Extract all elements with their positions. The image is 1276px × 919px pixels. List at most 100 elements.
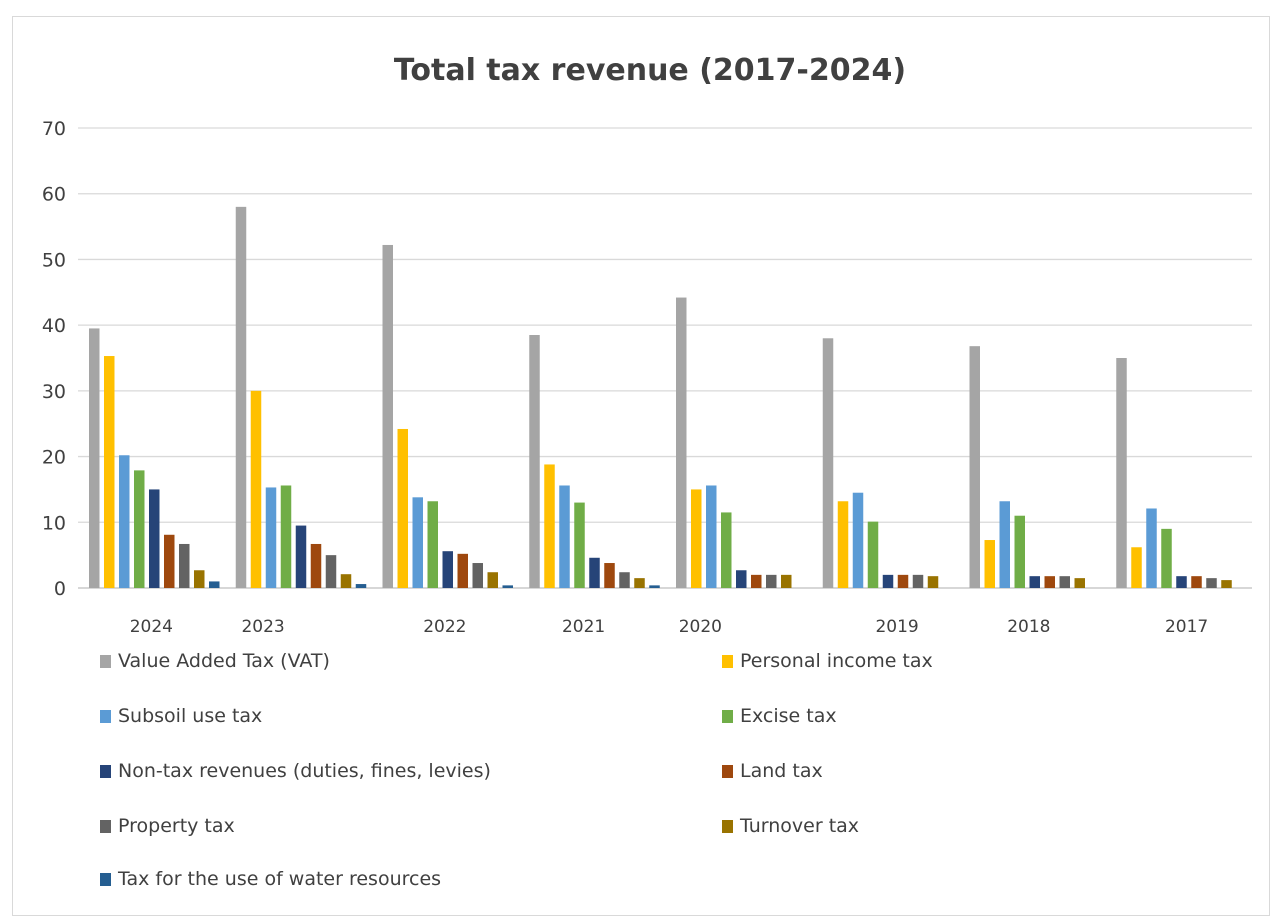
legend-item: Subsoil use tax — [100, 705, 262, 727]
x-axis-ticks: 2024 2023 2022 2021 2020 2019 2018 2017 — [130, 617, 1209, 637]
x-tick-label: 2020 — [679, 617, 722, 637]
bar — [89, 328, 100, 588]
legend-swatch — [100, 872, 111, 886]
legend-label: Value Added Tax (VAT) — [118, 650, 330, 672]
bar — [619, 572, 630, 588]
bar — [766, 574, 777, 588]
bar — [119, 455, 130, 588]
bar — [310, 543, 322, 588]
bar — [487, 572, 498, 588]
bar — [589, 557, 600, 588]
bar — [250, 390, 262, 588]
x-tick-label: 2018 — [1007, 617, 1050, 637]
bar — [134, 470, 145, 588]
bar — [721, 512, 732, 588]
bar — [867, 521, 879, 588]
bar — [209, 581, 220, 588]
bar — [751, 574, 762, 588]
bar — [1206, 578, 1217, 588]
bar — [529, 335, 540, 588]
x-tick-label: 2022 — [423, 617, 466, 637]
bar — [235, 206, 247, 588]
y-tick-label: 10 — [42, 512, 66, 534]
y-axis-ticks: 0 10 20 30 40 50 60 70 — [42, 118, 66, 600]
legend-item: Value Added Tax (VAT) — [100, 650, 330, 672]
bar — [1029, 576, 1040, 588]
x-tick-label: 2021 — [562, 617, 605, 637]
x-tick-label: 2017 — [1165, 617, 1208, 637]
bar — [969, 346, 980, 588]
bar — [691, 489, 702, 588]
bar — [912, 574, 924, 588]
legend-swatch — [100, 819, 111, 833]
bar — [265, 487, 277, 588]
bar — [781, 574, 792, 588]
legend-label: Personal income tax — [740, 650, 933, 672]
bar — [1176, 576, 1187, 588]
legend-item: Land tax — [722, 760, 823, 782]
legend-item: Personal income tax — [722, 650, 933, 672]
y-tick-label: 70 — [42, 118, 66, 140]
bar — [574, 502, 585, 588]
bar — [164, 534, 175, 588]
bar — [559, 485, 570, 588]
legend-swatch — [722, 819, 733, 833]
chart-title: Total tax revenue (2017-2024) — [394, 53, 906, 88]
bar — [295, 525, 307, 588]
bar — [984, 540, 995, 588]
bar — [634, 578, 645, 588]
legend-label: Non-tax revenues (duties, fines, levies) — [118, 760, 491, 782]
bar — [999, 501, 1010, 588]
legend-item: Non-tax revenues (duties, fines, levies) — [100, 760, 491, 782]
legend-swatch — [722, 764, 733, 778]
bar — [897, 574, 909, 588]
legend-label: Turnover tax — [740, 815, 860, 837]
bar — [502, 585, 513, 588]
legend-label: Land tax — [740, 760, 823, 782]
bar — [412, 497, 423, 588]
legend-label: Tax for the use of water resources — [118, 868, 442, 890]
bars — [89, 206, 1232, 588]
legend-swatch — [100, 654, 111, 668]
bar — [104, 356, 115, 588]
bar — [442, 551, 453, 588]
bar — [179, 543, 190, 588]
legend-swatch — [722, 654, 733, 668]
y-tick-label: 50 — [42, 249, 66, 271]
bar — [604, 563, 615, 588]
bar — [676, 297, 687, 588]
bar — [1191, 576, 1202, 588]
x-tick-label: 2019 — [875, 617, 918, 637]
x-tick-label: 2024 — [130, 617, 173, 637]
x-tick-label: 2023 — [241, 617, 284, 637]
legend-item: Turnover tax — [722, 815, 859, 837]
bar — [544, 464, 555, 588]
chart-frame — [12, 16, 1270, 916]
y-tick-label: 0 — [54, 578, 66, 600]
bar — [1116, 358, 1127, 588]
y-tick-label: 60 — [42, 184, 66, 206]
bar — [325, 555, 337, 588]
bar — [280, 485, 292, 588]
bar — [1074, 578, 1085, 588]
bar — [194, 570, 205, 588]
bar — [706, 485, 717, 588]
bar — [1146, 508, 1157, 588]
bar — [355, 584, 367, 588]
y-tick-label: 30 — [42, 381, 66, 403]
bar — [340, 574, 352, 588]
bar — [1044, 576, 1055, 588]
bar — [427, 501, 438, 588]
y-tick-label: 20 — [42, 447, 66, 469]
bar — [1221, 580, 1232, 588]
bar — [1059, 576, 1070, 588]
y-tick-label: 40 — [42, 315, 66, 337]
legend-swatch — [100, 709, 111, 723]
legend-swatch — [722, 709, 733, 723]
bar — [927, 576, 939, 588]
bar — [1014, 515, 1025, 588]
legend-label: Subsoil use tax — [118, 705, 263, 727]
bar — [472, 563, 483, 588]
bar — [882, 574, 894, 588]
